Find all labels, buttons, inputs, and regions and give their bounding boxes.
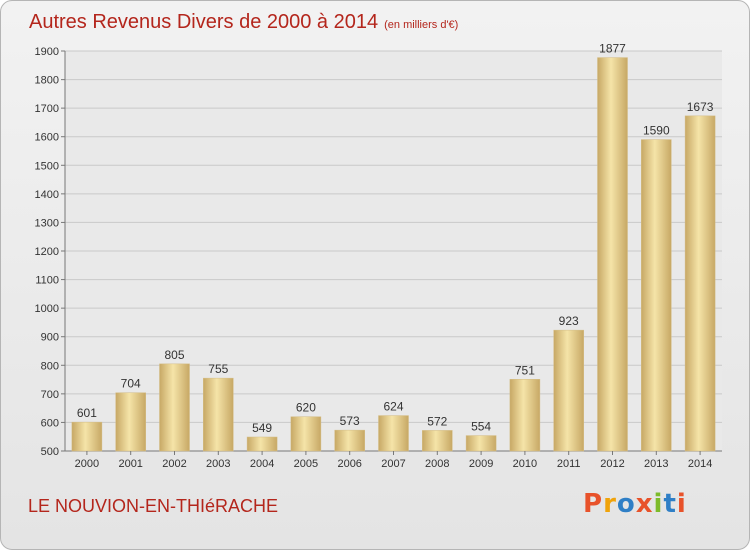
x-tick-label-2007: 2007 [381,458,405,470]
y-tick-label: 1600 [35,132,59,144]
value-label-2006: 573 [340,414,360,428]
y-tick-label: 500 [41,446,59,458]
bar-2008 [422,430,453,452]
chart-title: Autres Revenus Divers de 2000 à 2014 (en … [29,11,458,34]
value-label-2008: 572 [427,414,447,428]
value-label-2003: 755 [208,362,228,376]
value-label-2005: 620 [296,401,316,415]
logo-letter: P [583,489,604,519]
logo-letter: i [676,489,687,519]
value-label-2000: 601 [77,406,97,420]
value-label-2010: 751 [515,363,535,377]
x-tick-label-2014: 2014 [688,458,712,470]
x-tick-label-2005: 2005 [294,458,318,470]
y-tick-label: 1300 [35,217,59,229]
y-tick-label: 1800 [35,75,59,87]
bar-2009 [465,435,497,452]
x-tick-label-2012: 2012 [600,458,624,470]
bar-2002 [159,363,190,452]
value-label-2013: 1590 [643,124,670,138]
bar-2003 [203,377,234,452]
chart-subtitle: (en milliers d'€) [384,19,459,31]
bar-2006 [334,429,365,452]
x-tick-label-2000: 2000 [75,458,99,470]
bar-2011 [553,329,584,452]
x-tick-label-2010: 2010 [513,458,537,470]
y-tick-label: 1700 [35,103,59,115]
y-tick-label: 1400 [35,189,59,201]
value-label-2004: 549 [252,421,272,435]
logo-letter: t [663,489,677,519]
y-tick-label: 800 [41,360,59,372]
bar-2000 [71,421,103,452]
bar-2012 [597,57,628,452]
value-label-2007: 624 [383,400,403,414]
y-tick-label: 1200 [35,246,59,258]
logo-letter: r [603,489,617,519]
x-tick-label-2002: 2002 [162,458,186,470]
proxiti-logo: Proxiti [583,489,687,519]
y-tick-label: 1100 [35,275,59,287]
y-tick-label: 1000 [35,303,59,315]
bar-2007 [378,415,409,452]
bar-2010 [509,379,541,452]
x-tick-label-2013: 2013 [644,458,668,470]
bar-2013 [641,139,672,452]
y-tick-label: 1900 [35,46,59,58]
logo-letter: x [635,489,654,519]
value-label-2002: 805 [164,348,184,362]
place-name: LE NOUVION-EN-THIéRACHE [28,496,279,516]
value-label-2011: 923 [559,314,579,328]
x-tick-label-2011: 2011 [557,458,581,470]
x-tick-label-2009: 2009 [469,458,493,470]
chart-title-text: Autres Revenus Divers de 2000 à 2014 [29,11,379,33]
bar-2014 [684,115,716,452]
bar-2001 [115,392,146,452]
bar-2004 [246,436,278,452]
logo-letter: i [653,489,664,519]
y-tick-label: 900 [41,332,59,344]
x-tick-label-2006: 2006 [337,458,361,470]
y-tick-label: 1500 [35,160,59,172]
y-tick-label: 700 [41,389,59,401]
x-tick-label-2003: 2003 [206,458,230,470]
value-label-2012: 1877 [599,42,626,56]
x-tick-label-2008: 2008 [425,458,449,470]
x-tick-label-2001: 2001 [118,458,142,470]
x-tick-label-2004: 2004 [250,458,274,470]
bar-2005 [290,416,322,452]
y-tick-label: 600 [41,417,59,429]
logo-letter: o [616,489,636,519]
value-label-2014: 1673 [687,100,714,114]
value-label-2001: 704 [121,377,141,391]
value-label-2009: 554 [471,420,491,434]
